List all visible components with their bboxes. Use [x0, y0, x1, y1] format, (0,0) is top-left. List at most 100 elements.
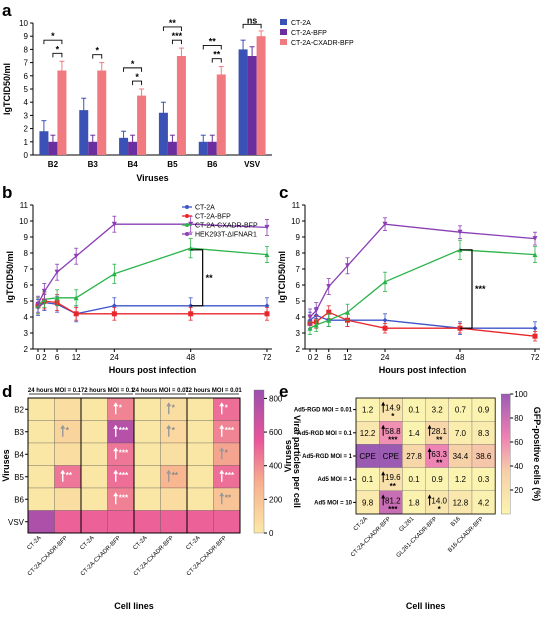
significance-label: ** [225, 493, 232, 502]
cell-value: 0.1 [408, 406, 420, 415]
panel-d-heatmap: d* * ** *** * ****** *** *** ** ****** **24 hours … [1, 382, 302, 611]
bar [79, 110, 89, 155]
row-label: B6 [14, 495, 24, 504]
y-tick-label: 7 [24, 59, 29, 68]
significance-label: ** [209, 36, 217, 46]
y-tick-label: 3 [24, 329, 29, 338]
significance-label: ** [172, 471, 179, 480]
significance-label: *** [225, 471, 235, 480]
y-tick-label: 8 [296, 249, 301, 258]
significance-label: * [131, 59, 135, 69]
x-tick-label: 12 [343, 353, 352, 362]
significance-label: * [135, 72, 139, 82]
bar [238, 49, 248, 155]
data-point [264, 224, 270, 230]
y-tick-label: 9 [24, 233, 29, 242]
data-point [307, 314, 313, 320]
colorbar-tick-label: 80 [514, 414, 523, 423]
data-point [345, 309, 350, 315]
data-point [54, 295, 60, 301]
data-point [382, 221, 388, 227]
colorbar-tick-label: 60 [514, 438, 523, 447]
series-line [309, 223, 536, 318]
heatmap-cell [54, 510, 82, 534]
x-tick-label: 48 [456, 353, 465, 362]
heatmap-cell [27, 487, 55, 511]
heatmap-cell [27, 420, 55, 444]
significance-bracket [162, 26, 182, 31]
y-axis-label: Viruses [283, 440, 293, 472]
colorbar-tick-label: 600 [269, 428, 283, 437]
panel-letter: a [2, 1, 12, 20]
heatmap-cell [186, 487, 214, 511]
colorbar-tick-label: 0 [269, 529, 274, 538]
cell-value: 12.2 [360, 429, 376, 438]
colorbar-label: GFP-positive cells (%) [532, 407, 542, 502]
x-axis-label: Viruses [136, 173, 168, 183]
significance-label: *** [119, 448, 129, 457]
colorbar-tick-label: 200 [269, 495, 283, 504]
y-axis-label: lgTCID50/ml [5, 251, 15, 303]
panel-e-heatmap: e1.2 14.9*0.1 3.2 0.7 0.912.2 58.8***1.4 28.1*… [279, 382, 542, 611]
panel-a-bar-chart: a 0 1 2 3 4 5 6 7 8 9 10 lgTCID50/ml Viruses B2 B3 B4 B5 B… [2, 1, 354, 183]
data-point [264, 311, 270, 317]
cell-value: 28.1 [431, 427, 447, 436]
heatmap-cell [80, 397, 108, 421]
x-tick-label: B6 [207, 160, 218, 169]
significance-label: *** [119, 471, 129, 480]
group-label: 24 hours MOI = 0.01 [132, 388, 189, 394]
significance-label: *** [172, 31, 183, 41]
y-tick-label: 10 [19, 217, 28, 226]
legend-entry: CT-2A-CXADR-BFP [195, 223, 258, 230]
up-arrow-head [219, 447, 225, 452]
up-arrow-head [381, 471, 386, 476]
heatmap-cell [133, 397, 161, 421]
y-tick-label: 6 [24, 72, 29, 81]
column-label: GL261-CXADR-BFP [396, 516, 439, 559]
x-tick-label: 72 [263, 353, 272, 362]
x-tick-label: 0 [36, 353, 41, 362]
x-tick-label: 72 [531, 353, 540, 362]
up-arrow-head [427, 494, 432, 499]
heatmap-cell [80, 487, 108, 511]
up-arrow-head [113, 492, 119, 497]
cell-value: 8.3 [478, 429, 490, 438]
significance-label: ** [213, 50, 221, 60]
column-label: CT-2A [353, 516, 369, 532]
x-tick-label: B2 [48, 160, 59, 169]
significance-label: * [51, 31, 55, 41]
y-tick-label: 9 [296, 233, 301, 242]
row-label: B5 [14, 473, 24, 482]
data-point [532, 236, 538, 242]
legend-swatch [280, 29, 287, 35]
cell-value: 1.2 [455, 475, 467, 484]
up-arrow-head [60, 469, 66, 474]
cell-value: 58.8 [385, 427, 401, 436]
y-tick-label: 11 [20, 201, 29, 210]
cell-value: 81.2 [385, 496, 401, 505]
bar [256, 36, 266, 156]
cell-value: 12.8 [453, 498, 469, 507]
y-tick-label: 5 [296, 297, 301, 306]
cell-value: 9.8 [362, 498, 374, 507]
row-label: Ad5-RGD MOI = 0.01 [294, 408, 353, 414]
bar [216, 74, 226, 155]
x-axis-label: Hours post infection [379, 365, 467, 375]
cell-value: 1.4 [408, 429, 420, 438]
up-arrow-head [381, 494, 386, 499]
heatmap-cell [133, 420, 161, 444]
bar [247, 56, 257, 155]
heatmap-cell [27, 510, 55, 534]
y-tick-label: 5 [24, 85, 29, 94]
y-tick-label: 6 [24, 281, 29, 290]
data-point [188, 311, 194, 317]
x-tick-label: 24 [110, 353, 119, 362]
significance-label: *** [475, 284, 486, 294]
y-tick-label: 8 [24, 249, 29, 258]
series-line [309, 314, 535, 329]
colorbar [253, 389, 265, 534]
data-point [382, 317, 388, 323]
significance-label: ** [66, 471, 73, 480]
